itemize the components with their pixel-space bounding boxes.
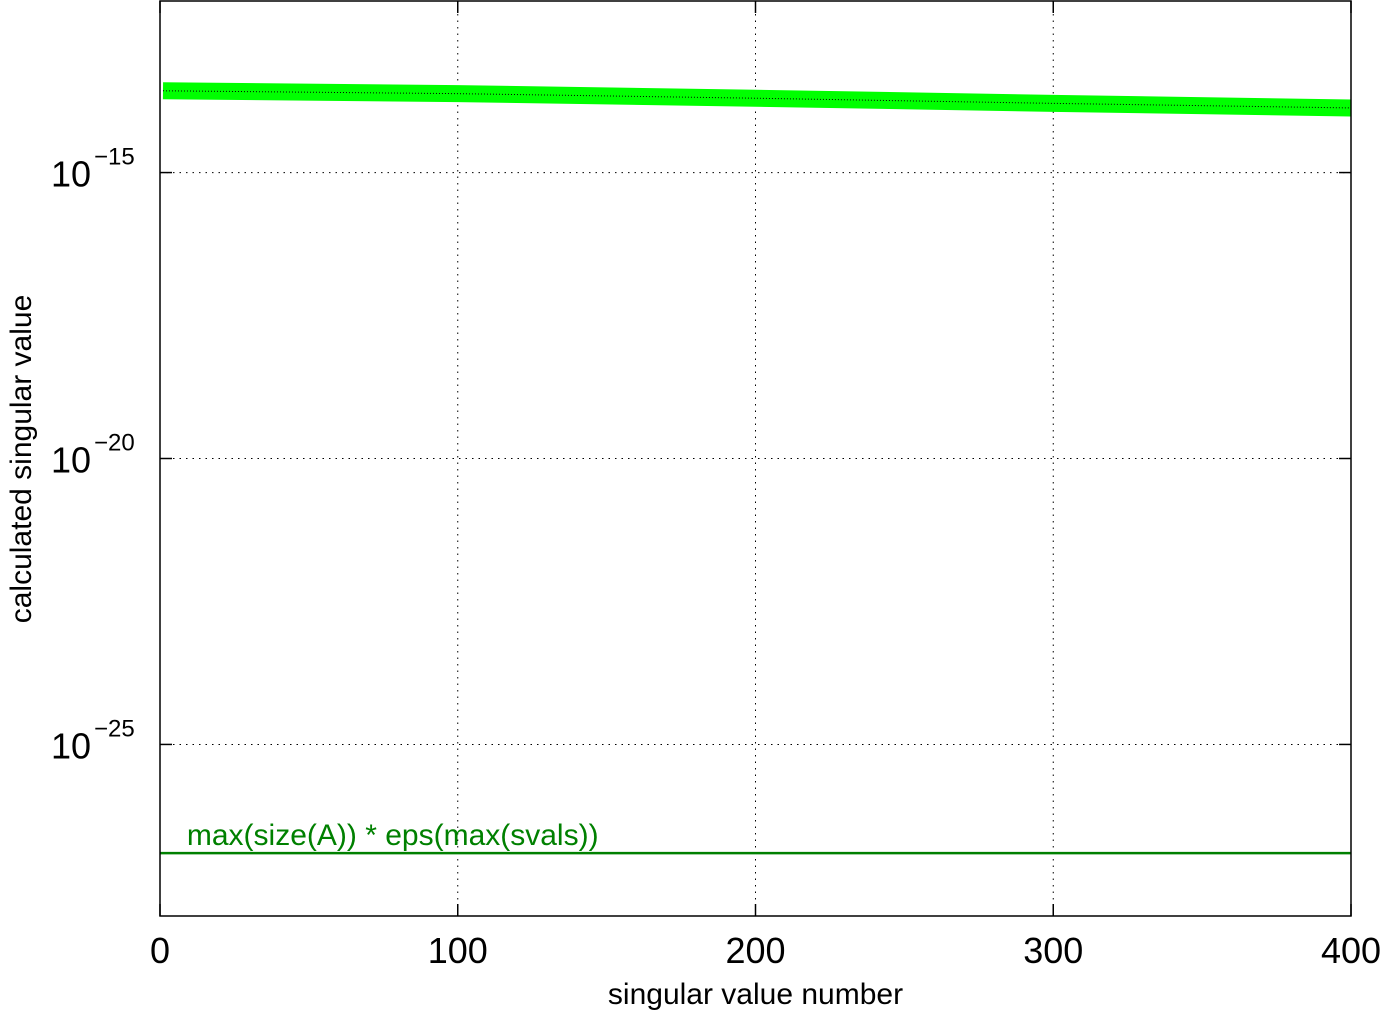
eps-threshold-annotation: max(size(A)) * eps(max(svals)) <box>187 819 599 852</box>
y-axis-label: calculated singular value <box>5 295 38 624</box>
y-tick-label-exponent: −15 <box>94 144 135 171</box>
series-line-0 <box>162 82 1352 117</box>
x-tick-label: 300 <box>1023 930 1083 971</box>
x-tick-label: 0 <box>150 930 170 971</box>
y-tick-label: 10 <box>51 154 91 195</box>
y-tick-label: 10 <box>51 725 91 766</box>
y-tick-label-exponent: −20 <box>94 430 135 457</box>
plot-series <box>160 82 1352 855</box>
y-tick-label-exponent: −25 <box>94 715 135 742</box>
axis-labels: singular value number calculated singula… <box>5 295 903 1011</box>
annotations: max(size(A)) * eps(max(svals)) <box>187 819 599 852</box>
grid <box>160 1 1351 916</box>
x-tick-label: 400 <box>1321 930 1381 971</box>
x-tick-label: 200 <box>725 930 785 971</box>
x-axis-label: singular value number <box>608 978 903 1011</box>
y-tick-label: 10 <box>51 440 91 481</box>
x-tick-label: 100 <box>428 930 488 971</box>
